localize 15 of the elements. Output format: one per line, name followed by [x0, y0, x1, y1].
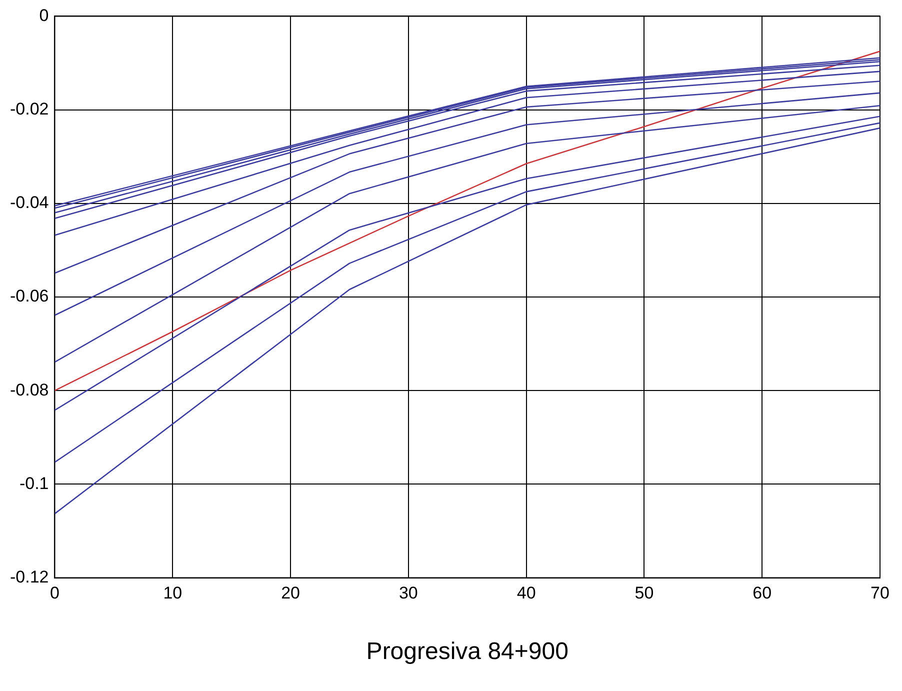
y-tick-label: 0 — [39, 6, 49, 25]
x-tick-label: 70 — [870, 584, 890, 603]
y-tick-label: -0.12 — [10, 567, 49, 586]
x-tick-label: 20 — [281, 584, 300, 603]
x-axis-title: Progresiva 84+900 — [366, 638, 568, 666]
x-tick-label: 30 — [398, 584, 418, 603]
y-tick-label: -0.06 — [10, 286, 49, 306]
x-tick-label: 10 — [163, 584, 182, 603]
y-tick-label: -0.1 — [19, 474, 49, 493]
y-tick-label: -0.04 — [10, 193, 49, 212]
y-tick-label: -0.02 — [10, 99, 49, 118]
x-tick-label: 60 — [752, 584, 772, 603]
x-tick-label: 40 — [516, 584, 536, 603]
y-tick-label: -0.08 — [10, 380, 49, 400]
x-tick-label: 50 — [634, 584, 654, 603]
